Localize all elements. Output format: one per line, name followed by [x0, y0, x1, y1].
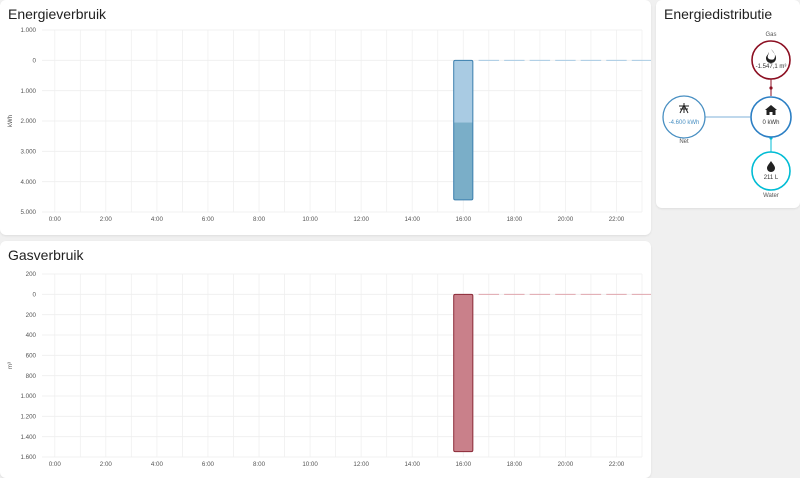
gas-x-tick-label: 22:00	[609, 461, 625, 468]
gas-y-tick-label: 800	[26, 373, 37, 380]
energy-x-tick-label: 14:00	[404, 216, 420, 223]
energy-y-tick-label: 1.000	[21, 27, 37, 34]
gas-y-tick-label: 1.200	[21, 414, 37, 421]
energy-y-tick-label: 1.000	[21, 88, 37, 95]
water-label: Water	[763, 193, 779, 199]
home-value: 0 kWh	[762, 120, 779, 126]
energy-y-axis-label: kWh	[8, 115, 14, 127]
gas-x-tick-label: 20:00	[558, 461, 574, 468]
gas-y-axis-label: m³	[8, 362, 14, 369]
grid-node[interactable]: -4.600 kWh	[662, 95, 706, 139]
energy-x-tick-label: 10:00	[302, 216, 318, 223]
gas-x-tick-label: 12:00	[353, 461, 369, 468]
energy-chart[interactable]: 1.000 0 1.000 2.000 3.000 4.000 5.000 0:00 2:00 4…	[0, 0, 651, 235]
gas-y-tick-label: 200	[26, 312, 37, 319]
energy-x-tick-label: 18:00	[507, 216, 523, 223]
gas-label: Gas	[765, 32, 776, 38]
gas-flow-dot	[769, 86, 773, 90]
energy-y-tick-label: 2.000	[21, 118, 37, 125]
home-icon	[765, 105, 777, 115]
energy-x-tick-label: 6:00	[202, 216, 215, 223]
energy-x-tick-label: 4:00	[151, 216, 164, 223]
energy-usage-card: Energieverbruik 1.000 0 1.000 2.000 3.000 4.0…	[0, 0, 651, 235]
gas-x-tick-label: 8:00	[253, 461, 266, 468]
energy-y-tick-label: 3.000	[21, 149, 37, 156]
gas-value: -1.547,1 m³	[756, 64, 787, 70]
distribution-diagram: -1.547,1 m³ Gas -4.600 kWh Net 0 kWh	[662, 32, 792, 199]
gas-y-tick-label: 0	[33, 292, 37, 299]
gas-x-tick-label: 18:00	[507, 461, 523, 468]
gas-x-tick-label: 14:00	[404, 461, 420, 468]
energy-x-tick-label: 2:00	[100, 216, 113, 223]
grid-label: Net	[679, 139, 689, 145]
energy-x-tick-label: 20:00	[558, 216, 574, 223]
energy-bar-segment[interactable]	[453, 60, 473, 123]
gas-x-tick-label: 4:00	[151, 461, 164, 468]
gas-y-tick-label: 1.400	[21, 434, 37, 441]
gas-card-title: Gasverbruik	[8, 247, 84, 263]
energy-card-title: Energieverbruik	[8, 6, 107, 22]
transmission-tower-icon	[679, 103, 689, 114]
gas-usage-card: Gasverbruik 200 0 200 400 600 800 1.000 1.200 1.…	[0, 241, 651, 478]
gas-chart[interactable]: 200 0 200 400 600 800 1.000 1.200 1.400 1.600 0:00…	[0, 241, 651, 478]
gas-x-tick-label: 6:00	[202, 461, 215, 468]
distribution-card-title: Energiedistributie	[664, 6, 773, 22]
energy-bar-outline	[453, 59, 474, 201]
energy-x-tick-label: 8:00	[253, 216, 266, 223]
energy-y-tick-label: 0	[33, 58, 37, 65]
flame-icon	[766, 49, 776, 63]
gas-y-tick-label: 1.600	[21, 454, 37, 461]
energy-y-tick-label: 4.000	[21, 179, 37, 186]
gas-bar-outline	[453, 293, 474, 453]
energy-bar-segment[interactable]	[453, 122, 473, 200]
energy-x-tick-label: 0:00	[49, 216, 62, 223]
gas-bar-segment[interactable]	[453, 294, 473, 452]
gas-y-tick-label: 200	[26, 271, 37, 278]
water-value: 211 L	[764, 175, 779, 181]
energy-y-tick-label: 5.000	[21, 209, 37, 216]
gas-x-tick-label: 10:00	[302, 461, 318, 468]
energy-x-tick-label: 12:00	[353, 216, 369, 223]
gas-x-tick-label: 0:00	[49, 461, 62, 468]
water-drop-icon	[767, 161, 775, 172]
energy-x-tick-label: 16:00	[456, 216, 472, 223]
water-node[interactable]: 211 L	[751, 151, 791, 191]
gas-x-tick-label: 16:00	[456, 461, 472, 468]
energy-distribution-card: Energiedistributie -1.547,1 m³ Gas -4.60…	[656, 0, 800, 208]
grid-value: -4.600 kWh	[669, 120, 700, 126]
gas-y-tick-label: 1.000	[21, 393, 37, 400]
gas-x-tick-label: 2:00	[100, 461, 113, 468]
gas-y-tick-label: 600	[26, 353, 37, 360]
gas-node[interactable]: -1.547,1 m³	[751, 40, 791, 80]
home-node[interactable]: 0 kWh	[750, 96, 792, 138]
gas-y-tick-label: 400	[26, 332, 37, 339]
energy-x-tick-label: 22:00	[609, 216, 625, 223]
